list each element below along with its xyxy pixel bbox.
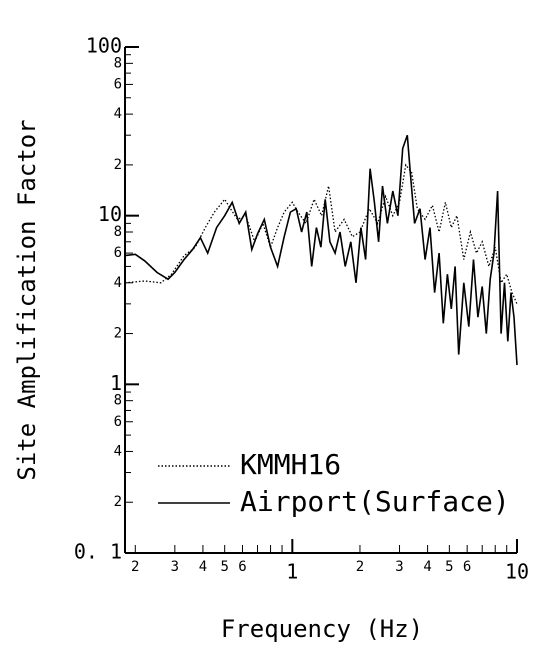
y-tick-label: 2 bbox=[114, 157, 122, 173]
y-tick-label: 1 bbox=[110, 371, 122, 395]
y-tick-label: 4 bbox=[114, 275, 122, 291]
y-tick-label: 6 bbox=[114, 414, 122, 430]
y-tick-label: 4 bbox=[114, 443, 122, 459]
x-axis-label: Frequency (Hz) bbox=[221, 615, 423, 643]
y-tick-label: 0. 1 bbox=[74, 540, 122, 564]
x-tick-label: 2 bbox=[131, 559, 139, 575]
y-tick-label: 4 bbox=[114, 106, 122, 122]
legend-label: KMMH16 bbox=[240, 448, 341, 481]
y-axis-label: Site Amplification Factor bbox=[13, 119, 41, 480]
y-tick-label: 2 bbox=[114, 326, 122, 342]
x-tick-label: 6 bbox=[238, 559, 246, 575]
y-tick-label: 2 bbox=[114, 494, 122, 510]
x-tick-label: 3 bbox=[395, 559, 403, 575]
x-tick-label: 2 bbox=[356, 559, 364, 575]
series-line bbox=[124, 163, 518, 305]
y-tick-label: 8 bbox=[114, 55, 122, 71]
y-tick-label: 8 bbox=[114, 224, 122, 240]
x-tick-label: 1 bbox=[286, 560, 298, 584]
series-line bbox=[124, 134, 518, 366]
x-tick-label: 3 bbox=[171, 559, 179, 575]
x-tick-label: 5 bbox=[220, 559, 228, 575]
y-tick-label: 6 bbox=[114, 76, 122, 92]
y-tick-label: 6 bbox=[114, 245, 122, 261]
x-tick-label: 4 bbox=[423, 559, 431, 575]
legend-label: Airport(Surface) bbox=[240, 485, 510, 518]
y-tick-label: 100 bbox=[86, 34, 122, 58]
x-tick-label: 6 bbox=[463, 559, 471, 575]
x-tick-label: 5 bbox=[445, 559, 453, 575]
y-tick-label: 8 bbox=[114, 393, 122, 409]
x-tick-label: 10 bbox=[505, 560, 529, 584]
x-tick-label: 4 bbox=[199, 559, 207, 575]
y-tick-label: 10 bbox=[98, 202, 122, 226]
